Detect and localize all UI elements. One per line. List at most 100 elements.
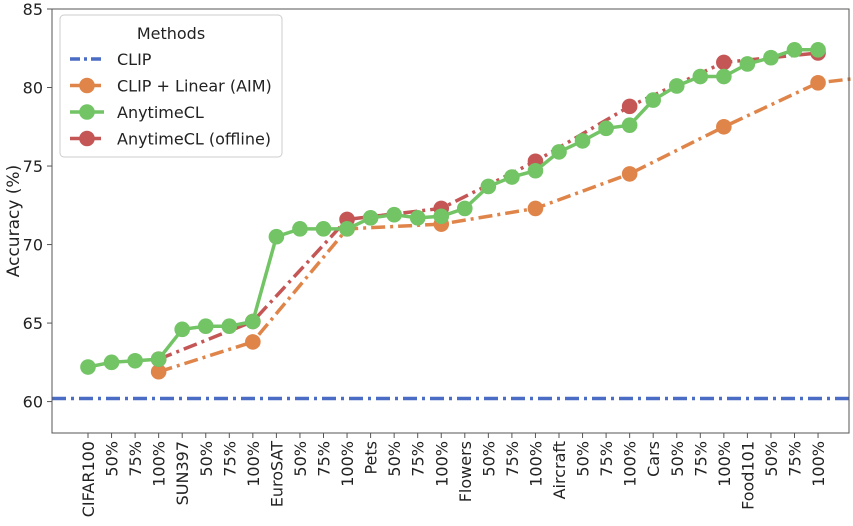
- data-point: [574, 133, 591, 149]
- data-point: [763, 49, 779, 66]
- data-point: [810, 42, 826, 58]
- plot-frame: [51, 8, 850, 434]
- legend-marker: [79, 77, 95, 94]
- data-point: [716, 54, 732, 71]
- legend-marker: [79, 130, 95, 147]
- data-point: [386, 206, 402, 223]
- data-point: [692, 68, 709, 85]
- data-point: [786, 42, 803, 58]
- data-point: [457, 200, 473, 217]
- legend-item: AnytimeCL: [70, 103, 204, 122]
- data-point: [221, 318, 238, 335]
- legend-label: CLIP + Linear (AIM): [117, 77, 272, 96]
- y-tick-label: 65: [23, 314, 43, 333]
- legend-label: AnytimeCL: [117, 103, 204, 122]
- data-point: [716, 68, 732, 85]
- x-tick-label: 100%: [338, 441, 357, 487]
- x-tick-label: 75%: [315, 441, 334, 477]
- data-point: [621, 98, 638, 115]
- data-point: [292, 221, 308, 237]
- legend-item: AnytimeCL (offline): [70, 130, 271, 149]
- x-tick-label: 75%: [691, 441, 710, 477]
- x-tick-label: Cars: [644, 441, 663, 477]
- y-tick-label: 70: [23, 236, 43, 255]
- x-tick-label: Food101: [738, 441, 757, 510]
- x-tick-label: 75%: [409, 441, 428, 477]
- x-tick-label: 100%: [244, 441, 263, 487]
- x-tick-label: 100%: [715, 441, 734, 487]
- data-point: [362, 210, 379, 226]
- data-point: [504, 169, 520, 185]
- legend-box: [59, 14, 283, 158]
- x-tick-label: 75%: [126, 441, 145, 477]
- x-tick-label: 50%: [668, 441, 687, 477]
- data-point: [810, 75, 826, 91]
- y-tick-label: 60: [23, 393, 43, 412]
- series-layer: [52, 42, 853, 401]
- x-tick-label: 75%: [220, 441, 239, 477]
- x-tick-label: EuroSAT: [267, 441, 286, 507]
- x-tick-label: 50%: [479, 441, 498, 477]
- x-tick-label: 100%: [621, 441, 640, 487]
- x-axis: CIFAR100 50% 75% 100% SUN397 50% 75% 100% EuroSA…: [79, 433, 828, 517]
- y-axis-label: Accuracy (%): [4, 165, 24, 277]
- legend-label: CLIP: [117, 50, 152, 69]
- y-tick-label: 75: [23, 157, 43, 176]
- series-2: [80, 42, 826, 375]
- data-point: [127, 352, 143, 369]
- x-tick-label: Aircraft: [550, 441, 569, 499]
- x-tick-label: Pets: [362, 441, 381, 475]
- x-tick-label: 75%: [503, 441, 522, 477]
- legend: Methods CLIP CLIP + Linear (AIM) AnytimeCL…: [59, 14, 283, 158]
- x-tick-label: 100%: [526, 441, 545, 487]
- data-point: [645, 92, 661, 108]
- x-tick-label: 50%: [762, 441, 781, 477]
- data-point: [668, 78, 685, 94]
- legend-items: CLIP CLIP + Linear (AIM) AnytimeCL AnytimeC…: [70, 50, 272, 149]
- data-point: [621, 166, 638, 182]
- x-tick-label: 50%: [103, 441, 122, 477]
- y-axis: 60 65 70 75 80 85: [23, 0, 52, 412]
- x-tick-label: Flowers: [456, 441, 475, 502]
- x-tick-label: SUN397: [173, 441, 192, 505]
- x-tick-label: CIFAR100: [79, 441, 98, 517]
- x-tick-label: 75%: [786, 441, 805, 477]
- data-point: [716, 118, 732, 135]
- legend-title: Methods: [137, 24, 205, 43]
- y-tick-label: 85: [23, 0, 43, 19]
- legend-marker: [79, 104, 95, 120]
- data-point: [197, 318, 214, 335]
- legend-item: CLIP + Linear (AIM): [70, 77, 272, 96]
- data-point: [245, 313, 261, 330]
- x-tick-label: 100%: [432, 441, 451, 487]
- x-tick-label: 50%: [291, 441, 310, 477]
- y-tick-label: 80: [23, 79, 43, 98]
- data-point: [527, 200, 544, 217]
- data-point: [174, 321, 190, 338]
- data-point: [621, 117, 638, 134]
- data-point: [480, 178, 497, 195]
- x-tick-label: 50%: [574, 441, 593, 477]
- data-point: [245, 334, 261, 350]
- data-point: [339, 221, 355, 237]
- x-tick-label: 100%: [150, 441, 169, 487]
- legend-label: AnytimeCL (offline): [117, 130, 271, 149]
- data-point: [433, 208, 450, 225]
- legend-item: CLIP: [70, 50, 152, 69]
- x-tick-label: 50%: [385, 441, 404, 477]
- data-point: [150, 363, 167, 380]
- data-point: [739, 56, 756, 72]
- data-point: [315, 221, 332, 237]
- data-point: [103, 354, 120, 371]
- data-point: [268, 228, 285, 245]
- x-tick-label: 100%: [809, 441, 828, 487]
- x-tick-label: 75%: [597, 441, 616, 477]
- data-point: [551, 144, 567, 160]
- data-point: [409, 210, 426, 226]
- data-point: [150, 351, 167, 367]
- x-tick-label: 50%: [197, 441, 216, 477]
- data-point: [80, 359, 96, 375]
- data-point: [598, 120, 614, 137]
- data-point: [527, 162, 544, 179]
